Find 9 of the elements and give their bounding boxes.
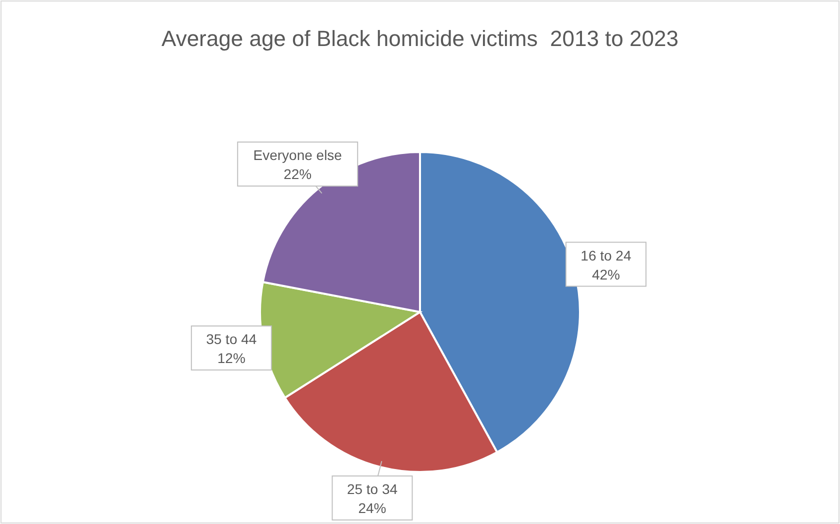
slice-label: 16 to 24 (580, 247, 632, 264)
chart-title: Average age of Black homicide victims 2013 to 2023 (162, 26, 678, 51)
data-label: 24% (358, 500, 386, 516)
slice-label: 35 to 44 (206, 330, 257, 347)
data-label: 12% (217, 350, 246, 366)
slice-label: 25 to 34 (346, 480, 398, 497)
data-label: 42% (592, 266, 620, 282)
data-label: 22% (284, 166, 312, 182)
slice-label: Everyone else (253, 147, 342, 164)
